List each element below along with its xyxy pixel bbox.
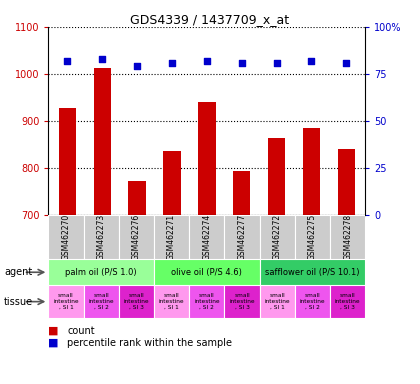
Bar [59,108,76,384]
Text: small
intestine
, SI 3: small intestine , SI 3 [123,293,149,310]
Point [273,60,280,66]
Text: small
intestine
, SI 1: small intestine , SI 1 [159,293,184,310]
Point [343,60,349,66]
Text: GSM462273: GSM462273 [97,214,106,260]
Point [64,58,71,64]
Text: safflower oil (P/S 10.1): safflower oil (P/S 10.1) [265,268,360,277]
Text: small
intestine
, SI 3: small intestine , SI 3 [335,293,361,310]
Bar [163,151,181,384]
Bar [268,138,285,384]
Bar [48,259,154,285]
Text: GSM462278: GSM462278 [343,214,352,260]
Text: small
intestine
, SI 2: small intestine , SI 2 [88,293,114,310]
Point [169,60,176,66]
Bar [260,215,295,259]
Text: ■: ■ [48,326,62,336]
Bar [84,215,119,259]
Text: small
intestine
, SI 2: small intestine , SI 2 [300,293,326,310]
Text: tissue: tissue [4,296,33,307]
Bar [129,181,146,384]
Bar [94,68,111,384]
Bar [119,285,154,318]
Bar [295,285,330,318]
Point [238,60,245,66]
Bar [189,285,224,318]
Text: agent: agent [4,267,32,277]
Text: count: count [67,326,95,336]
Bar [260,259,365,285]
Text: GDS4339 / 1437709_x_at: GDS4339 / 1437709_x_at [131,13,289,26]
Bar [233,171,250,384]
Text: olive oil (P/S 4.6): olive oil (P/S 4.6) [171,268,242,277]
Bar [84,285,119,318]
Text: GSM462276: GSM462276 [132,214,141,260]
Bar [48,285,84,318]
Point [308,58,315,64]
Text: GSM462277: GSM462277 [238,214,247,260]
Text: palm oil (P/S 1.0): palm oil (P/S 1.0) [66,268,137,277]
Bar [189,215,224,259]
Bar [224,215,260,259]
Bar [154,259,260,285]
Text: GSM462271: GSM462271 [167,214,176,260]
Text: percentile rank within the sample: percentile rank within the sample [67,338,232,348]
Text: small
intestine
, SI 1: small intestine , SI 1 [265,293,290,310]
Bar [260,285,295,318]
Bar [119,215,154,259]
Text: small
intestine
, SI 2: small intestine , SI 2 [194,293,220,310]
Bar [154,285,189,318]
Bar [330,285,365,318]
Text: GSM462274: GSM462274 [202,214,211,260]
Text: GSM462275: GSM462275 [308,214,317,260]
Text: GSM462272: GSM462272 [273,214,282,260]
Bar [198,102,215,384]
Bar [48,215,84,259]
Point [203,58,210,64]
Bar [303,129,320,384]
Point [134,63,141,70]
Text: small
intestine
, SI 1: small intestine , SI 1 [53,293,79,310]
Point [99,56,106,62]
Text: ■: ■ [48,338,62,348]
Text: GSM462270: GSM462270 [61,214,71,260]
Bar [224,285,260,318]
Bar [338,149,355,384]
Text: small
intestine
, SI 3: small intestine , SI 3 [229,293,255,310]
Bar [295,215,330,259]
Bar [154,215,189,259]
Bar [330,215,365,259]
